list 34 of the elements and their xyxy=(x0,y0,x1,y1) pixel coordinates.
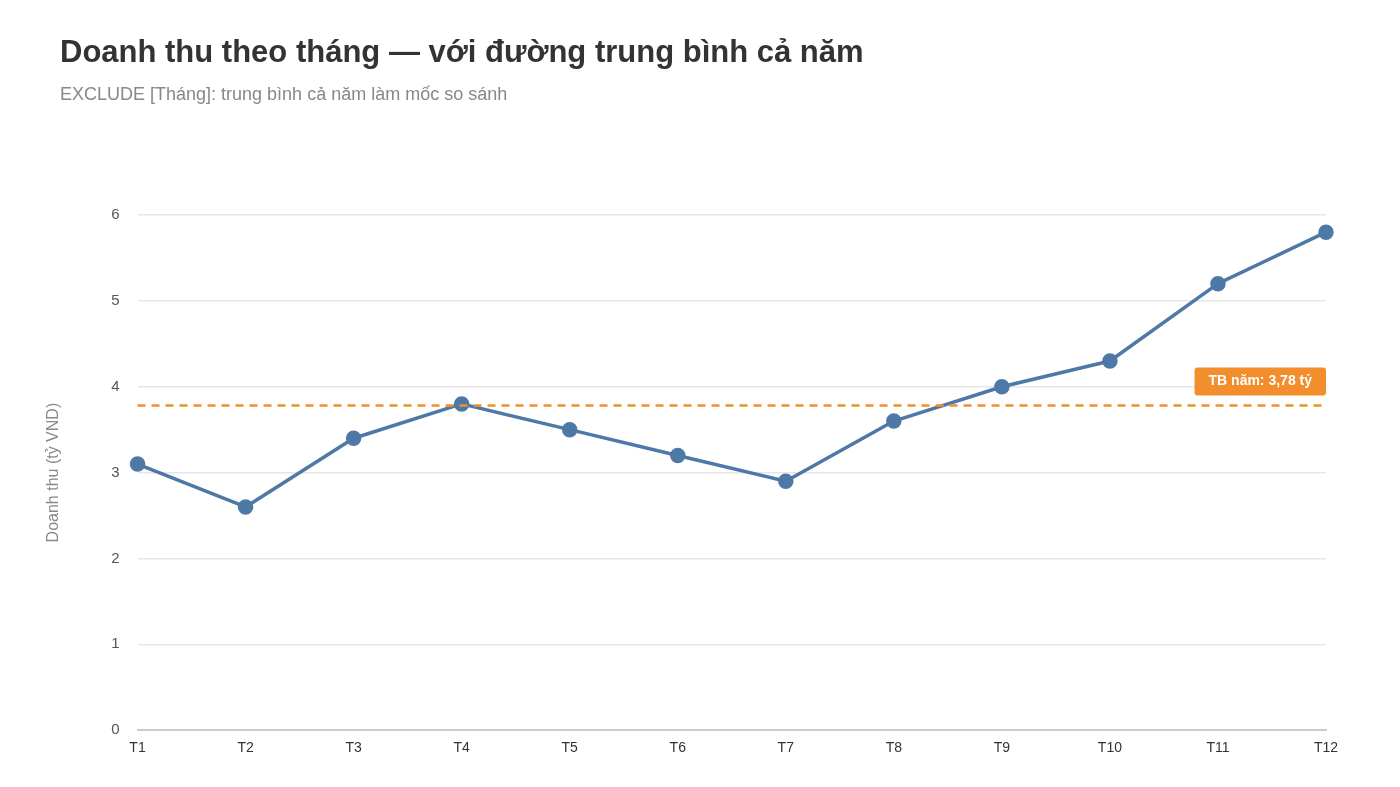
point xyxy=(670,447,686,464)
y-tick-label: 3 xyxy=(111,462,120,480)
point xyxy=(561,421,578,438)
point xyxy=(237,499,254,515)
x-tick-label: T5 xyxy=(561,739,579,756)
point xyxy=(129,456,146,472)
x-tick-label: T10 xyxy=(1097,739,1123,756)
point xyxy=(994,378,1010,395)
point xyxy=(778,473,794,489)
x-tick-label: T8 xyxy=(885,739,903,756)
y-axis-title: Doanh thu (tỷ VND) xyxy=(44,402,62,543)
x-tick-label: T12 xyxy=(1313,739,1339,756)
x-tick-label: T7 xyxy=(777,739,795,756)
chart-title: Doanh thu theo tháng — với đường trung bình cả năm xyxy=(60,34,865,70)
x-tick-label: T4 xyxy=(453,739,471,756)
y-tick-label: 1 xyxy=(111,634,120,652)
x-tick-label: T2 xyxy=(237,739,254,756)
point xyxy=(1318,224,1334,240)
y-tick-label: 4 xyxy=(111,376,120,394)
point xyxy=(886,413,902,429)
x-tick-label: T3 xyxy=(345,739,363,756)
point xyxy=(1210,275,1226,292)
y-tick-label: 0 xyxy=(111,720,120,738)
y-tick-label: 6 xyxy=(111,205,120,223)
x-tick-label: T6 xyxy=(669,739,687,756)
chart-subtitle: EXCLUDE [Tháng]: trung bình cả năm làm mốc so sánh xyxy=(60,84,509,105)
y-tick-label: 2 xyxy=(111,548,120,566)
ref-line-label: TB năm: 3,78 tỷ xyxy=(1208,372,1313,389)
x-tick-label: T1 xyxy=(129,739,146,756)
y-tick-label: 5 xyxy=(111,291,120,309)
point xyxy=(1102,353,1118,369)
x-tick-label: T11 xyxy=(1206,739,1230,756)
point xyxy=(345,430,362,446)
x-tick-label: T9 xyxy=(993,739,1011,756)
